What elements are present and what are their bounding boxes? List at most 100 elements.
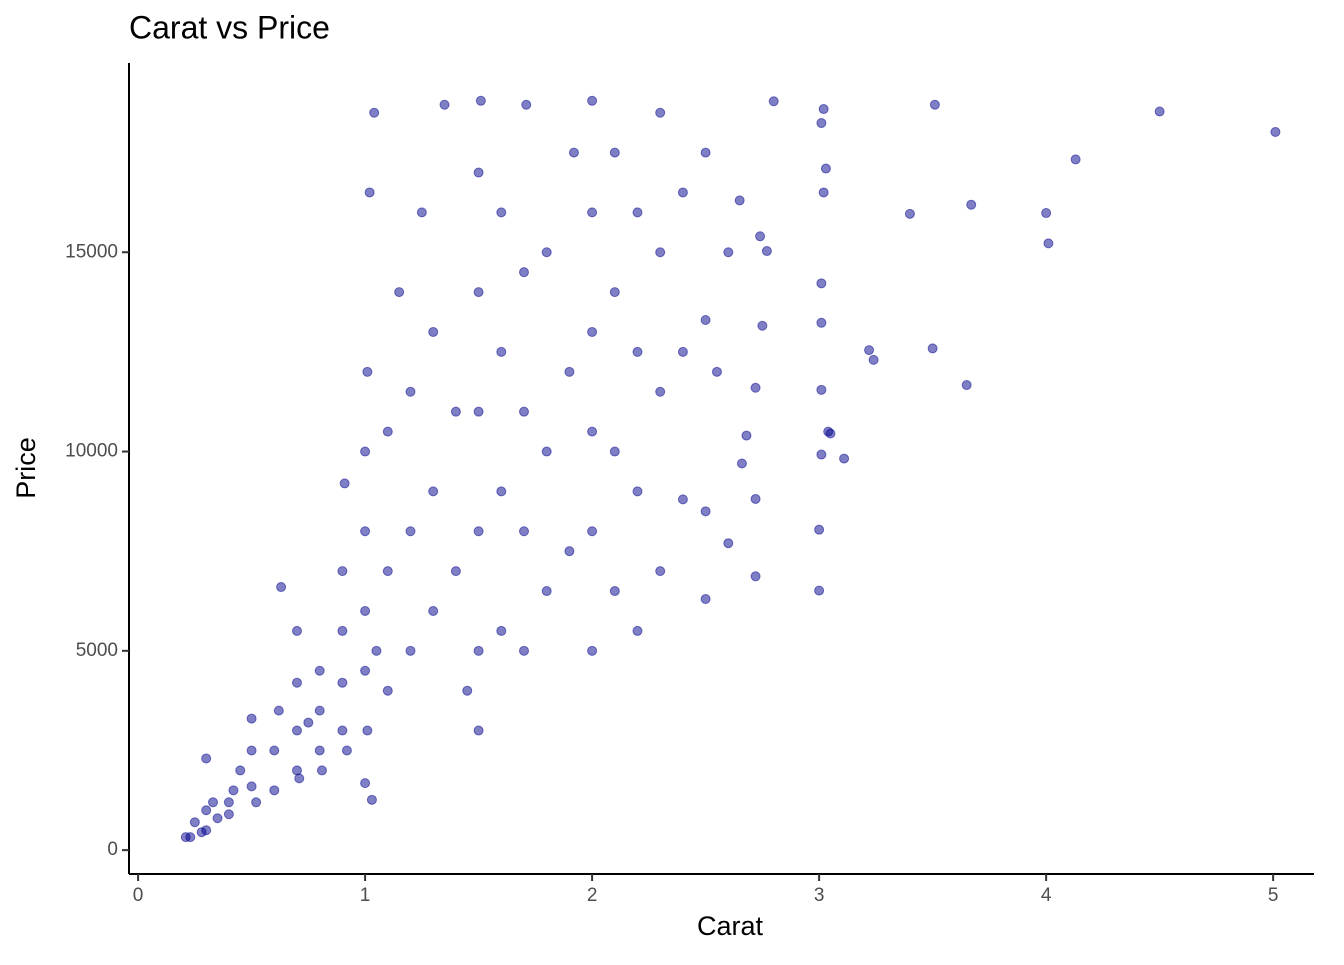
point bbox=[1043, 238, 1054, 249]
point bbox=[462, 685, 473, 696]
point bbox=[364, 187, 375, 198]
point bbox=[816, 278, 827, 289]
point bbox=[416, 207, 427, 218]
point bbox=[246, 745, 257, 756]
point bbox=[223, 797, 234, 808]
point bbox=[371, 645, 382, 656]
point bbox=[868, 354, 879, 365]
point bbox=[269, 745, 280, 756]
point bbox=[609, 287, 620, 298]
point bbox=[820, 163, 831, 174]
point bbox=[587, 95, 598, 106]
point bbox=[428, 326, 439, 337]
point bbox=[246, 713, 257, 724]
point bbox=[564, 546, 575, 557]
point bbox=[814, 524, 825, 535]
point bbox=[273, 705, 284, 716]
point bbox=[228, 785, 239, 796]
point bbox=[711, 366, 722, 377]
point bbox=[473, 645, 484, 656]
point bbox=[362, 725, 373, 736]
point bbox=[519, 526, 529, 537]
point bbox=[677, 187, 688, 198]
point bbox=[473, 287, 484, 298]
point bbox=[816, 384, 827, 395]
point bbox=[360, 605, 371, 616]
point bbox=[337, 725, 348, 736]
point bbox=[814, 585, 825, 596]
point bbox=[496, 346, 507, 357]
point bbox=[609, 446, 620, 457]
point bbox=[750, 571, 761, 582]
x-axis-label: Carat bbox=[697, 911, 764, 941]
point bbox=[269, 785, 280, 796]
point bbox=[541, 247, 552, 258]
point bbox=[439, 99, 450, 110]
point bbox=[196, 827, 207, 838]
point bbox=[405, 645, 416, 656]
point bbox=[609, 586, 620, 597]
point bbox=[723, 247, 734, 258]
point bbox=[818, 187, 829, 198]
point bbox=[369, 107, 380, 118]
point bbox=[750, 493, 761, 504]
point bbox=[496, 625, 507, 636]
point bbox=[816, 118, 827, 129]
point bbox=[475, 95, 486, 106]
point bbox=[750, 382, 761, 393]
point bbox=[587, 207, 598, 218]
point bbox=[757, 320, 768, 331]
x-tick-label: 3 bbox=[814, 885, 825, 906]
point bbox=[519, 267, 529, 278]
point bbox=[741, 430, 752, 441]
point bbox=[677, 346, 688, 357]
point bbox=[473, 167, 484, 178]
point bbox=[818, 104, 829, 115]
point bbox=[341, 745, 352, 756]
point bbox=[587, 526, 598, 537]
point bbox=[473, 725, 484, 736]
point bbox=[541, 586, 552, 597]
point bbox=[1070, 154, 1081, 165]
point bbox=[655, 247, 666, 258]
point bbox=[1270, 126, 1281, 137]
point bbox=[235, 765, 246, 776]
point bbox=[362, 366, 373, 377]
point bbox=[366, 794, 377, 805]
x-tick-label: 5 bbox=[1268, 885, 1279, 906]
point bbox=[632, 346, 643, 357]
point bbox=[291, 677, 302, 688]
point bbox=[541, 446, 552, 457]
point bbox=[360, 446, 371, 457]
point bbox=[655, 566, 666, 577]
point bbox=[360, 665, 371, 676]
point bbox=[568, 147, 579, 158]
point bbox=[929, 99, 940, 110]
point bbox=[816, 317, 827, 328]
point bbox=[450, 566, 461, 577]
point bbox=[927, 343, 938, 354]
point bbox=[251, 797, 262, 808]
y-tick-label: 0 bbox=[107, 839, 118, 860]
point bbox=[700, 506, 711, 517]
point bbox=[587, 645, 598, 656]
point bbox=[360, 526, 371, 537]
point bbox=[428, 486, 439, 497]
point bbox=[201, 805, 212, 816]
y-axis-label: Price bbox=[11, 437, 41, 499]
point bbox=[700, 594, 711, 605]
point bbox=[405, 526, 416, 537]
point bbox=[632, 486, 643, 497]
point bbox=[405, 386, 416, 397]
point bbox=[825, 428, 836, 439]
point bbox=[207, 797, 218, 808]
y-tick-label: 15000 bbox=[65, 241, 118, 262]
point bbox=[700, 315, 711, 326]
y-tick-label: 5000 bbox=[76, 640, 118, 661]
point bbox=[201, 753, 212, 764]
point bbox=[655, 107, 666, 118]
point bbox=[303, 717, 314, 728]
point bbox=[816, 449, 827, 460]
x-tick-label: 1 bbox=[360, 885, 371, 906]
point bbox=[291, 625, 302, 636]
